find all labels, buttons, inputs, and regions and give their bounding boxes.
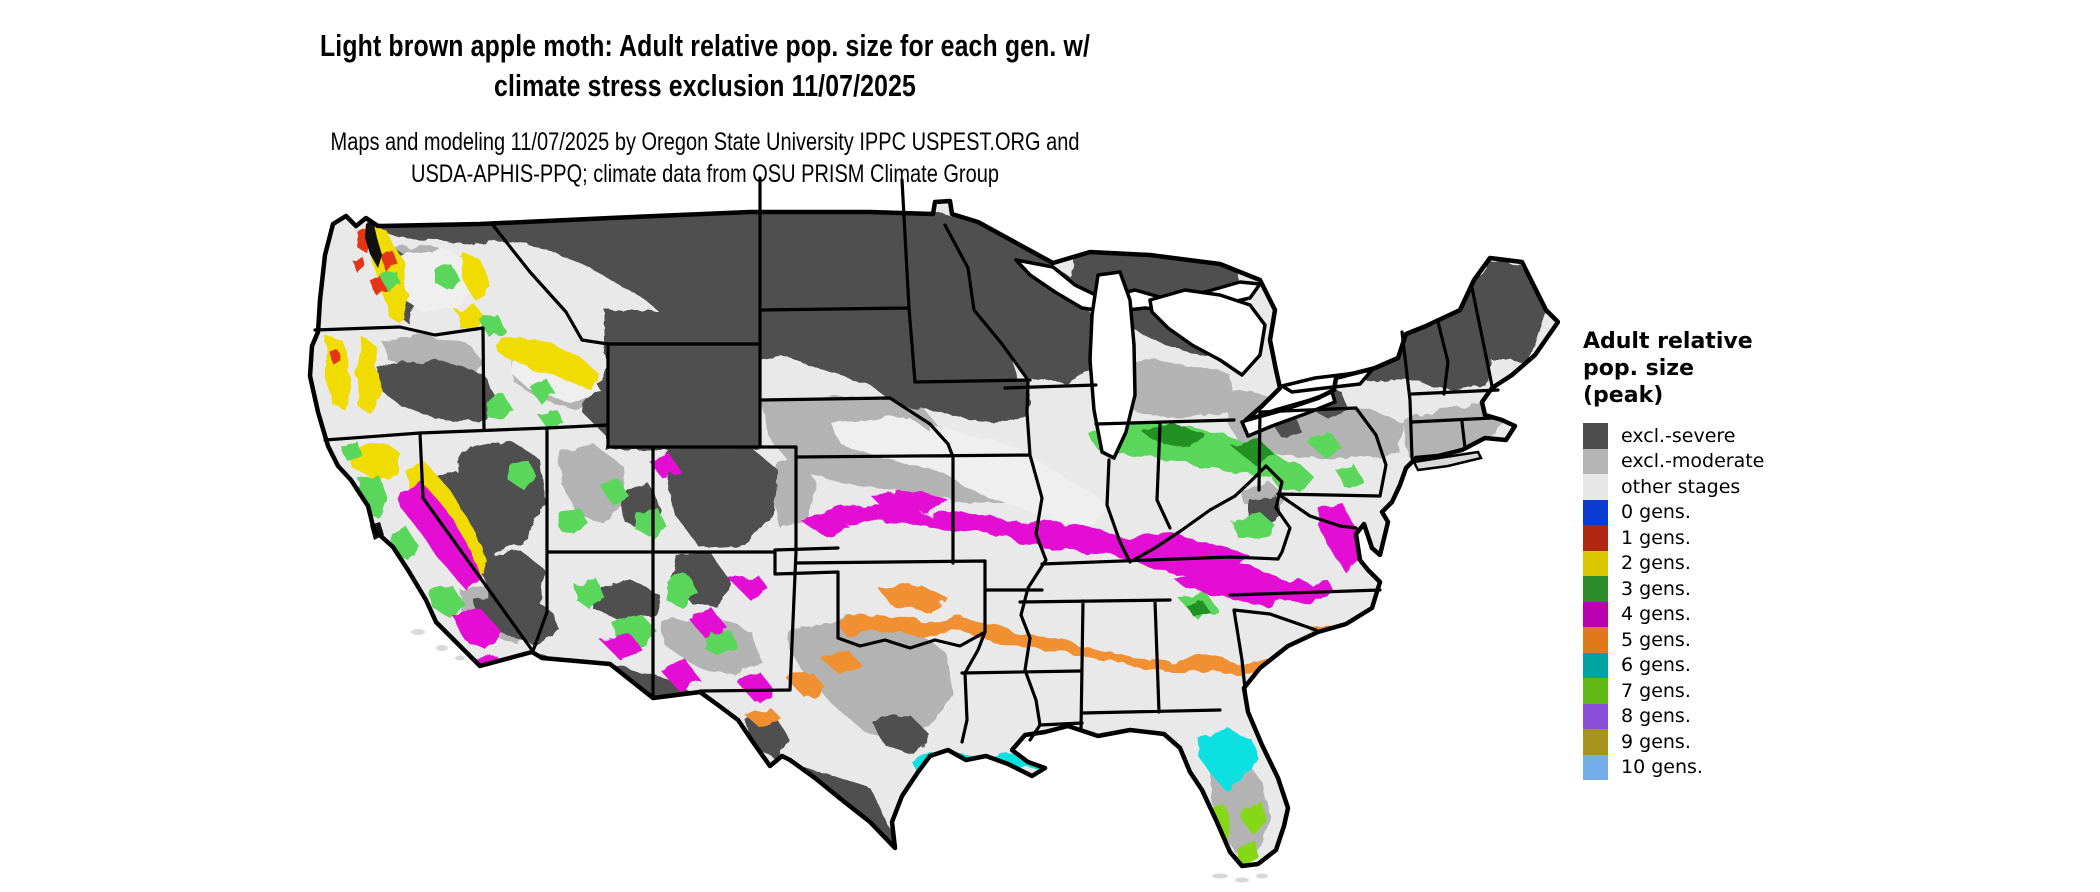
state-borders (313, 176, 1500, 744)
legend-swatch (1583, 448, 1608, 474)
legend-item-label: 1 gens. (1621, 526, 1691, 549)
legend-swatch (1583, 703, 1608, 729)
legend-title-line-1: Adult relative (1583, 329, 1753, 354)
legend-item-label: 10 gens. (1621, 756, 1703, 779)
legend-item: excl.-moderate (1583, 448, 1833, 474)
legend-item: 7 gens. (1583, 678, 1833, 704)
legend-items: excl.-severe excl.-moderate other stages… (1583, 423, 1833, 780)
legend-swatch (1583, 754, 1608, 780)
long-island (1412, 450, 1483, 472)
legend-swatch (1583, 499, 1608, 525)
legend-title: Adult relative pop. size (peak) (1583, 328, 1833, 409)
lake-michigan (1088, 270, 1137, 460)
legend-item: 5 gens. (1583, 627, 1833, 653)
legend-item: 10 gens. (1583, 754, 1833, 780)
legend-item-label: 4 gens. (1621, 603, 1691, 626)
legend-item: 6 gens. (1583, 652, 1833, 678)
legend-item-label: 3 gens. (1621, 577, 1691, 600)
legend-item: 3 gens. (1583, 576, 1833, 602)
legend-item-label: 0 gens. (1621, 501, 1691, 524)
legend-item-label: 7 gens. (1621, 679, 1691, 702)
title-line-1: Light brown apple moth: Adult relative p… (319, 28, 1091, 63)
legend-item-label: excl.-moderate (1621, 450, 1765, 473)
legend-item-label: excl.-severe (1621, 424, 1736, 447)
legend-item: 8 gens. (1583, 703, 1833, 729)
region-3gens-green-dark (1140, 424, 1275, 618)
legend-item: excl.-severe (1583, 423, 1833, 449)
legend-swatch (1583, 525, 1608, 551)
legend-item-label: other stages (1621, 475, 1741, 498)
legend-swatch (1583, 729, 1608, 755)
legend-item-label: 2 gens. (1621, 552, 1691, 575)
legend-swatch (1583, 678, 1608, 704)
legend-swatch (1583, 627, 1608, 653)
legend: Adult relative pop. size (peak) excl.-se… (1583, 328, 1833, 780)
legend-swatch (1583, 601, 1608, 627)
legend-item: 1 gens. (1583, 525, 1833, 551)
great-lakes (1014, 258, 1374, 460)
region-light-basins (392, 248, 1110, 528)
legend-item: other stages (1583, 474, 1833, 500)
legend-swatch (1583, 550, 1608, 576)
legend-item: 9 gens. (1583, 729, 1833, 755)
legend-title-line-2: pop. size (1583, 356, 1694, 381)
florida-keys (1212, 873, 1268, 883)
legend-swatch (1583, 652, 1608, 678)
legend-item: 4 gens. (1583, 601, 1833, 627)
us-coastline (307, 198, 1560, 869)
us-map (230, 160, 1560, 892)
legend-swatch (1583, 474, 1608, 500)
page-title: Light brown apple moth: Adult relative p… (141, 26, 1269, 106)
legend-swatch (1583, 576, 1608, 602)
legend-item-label: 9 gens. (1621, 730, 1691, 753)
header: Light brown apple moth: Adult relative p… (141, 0, 1269, 190)
legend-item-label: 8 gens. (1621, 705, 1691, 728)
legend-item-label: 6 gens. (1621, 654, 1691, 677)
us-map-svg (307, 176, 1560, 883)
title-line-2: climate stress exclusion 11/07/2025 (494, 68, 916, 103)
legend-item-label: 5 gens. (1621, 628, 1691, 651)
legend-item: 2 gens. (1583, 550, 1833, 576)
legend-swatch (1583, 423, 1608, 449)
lake-huron (1148, 288, 1267, 377)
legend-item: 0 gens. (1583, 499, 1833, 525)
puget-sound (365, 220, 382, 268)
subtitle-line-1: Maps and modeling 11/07/2025 by Oregon S… (330, 128, 1080, 156)
legend-title-line-3: (peak) (1583, 383, 1664, 408)
channel-islands (411, 629, 465, 661)
